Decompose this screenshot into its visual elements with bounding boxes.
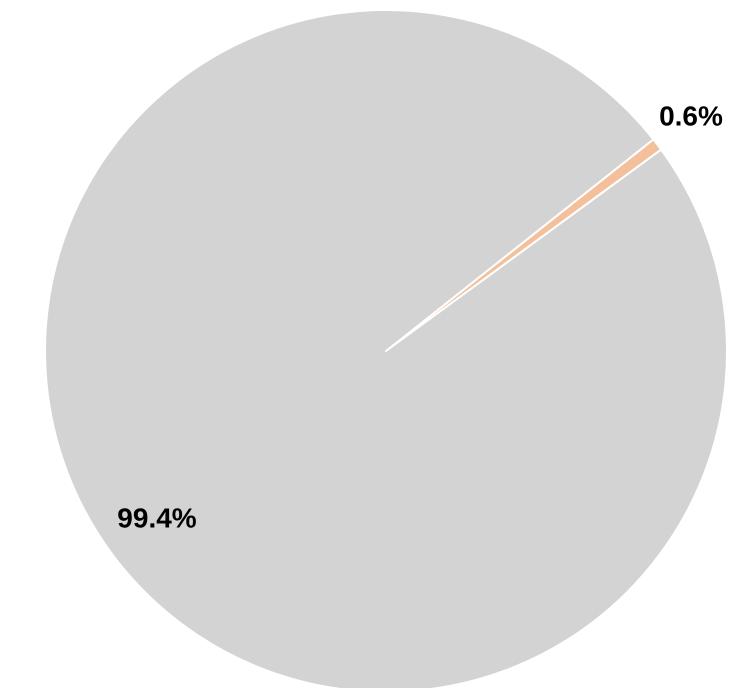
pie-slices [44,9,728,688]
pie-slice-label-1: 99.4% [117,502,196,533]
pie-slice-1 [44,9,728,688]
pie-labels: 0.6% 99.4% [117,100,723,533]
pie-slice-label-0: 0.6% [659,100,723,131]
